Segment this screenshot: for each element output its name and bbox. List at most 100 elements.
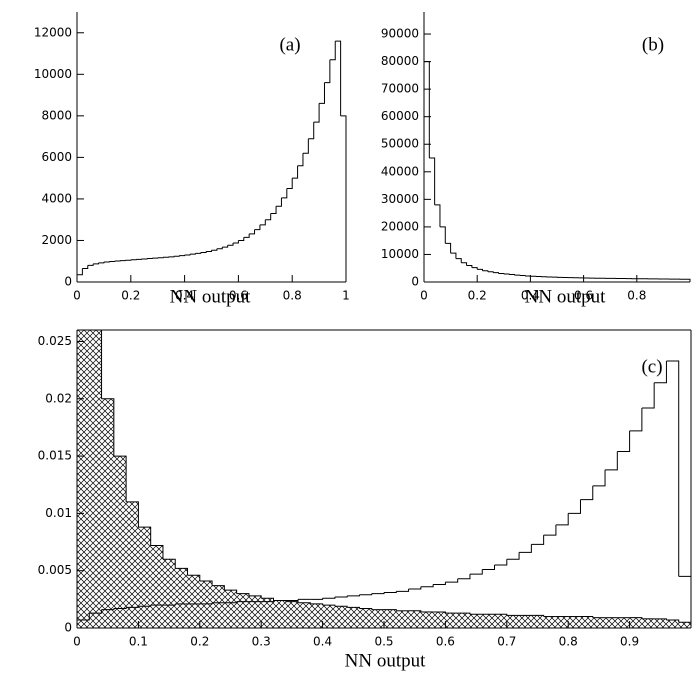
hatched-bin [101,398,114,628]
x-tick-label: 0.1 [129,635,148,649]
hatched-bin [199,581,213,628]
hatched-bin [666,619,679,628]
x-axis-label: NN output [525,286,606,307]
x-axis-label: NN output [170,286,251,307]
panel: 0 2000 4000 6000 8000 10000 12000 0 0.2 0.4 0.6 0.8… [34,12,350,307]
hatched-bin [89,330,102,628]
histogram-step [371,592,385,595]
histogram-step [359,593,373,596]
histogram-step [212,585,225,591]
hatched-bin [678,622,691,628]
histogram-step [503,273,510,275]
histogram-step [101,330,103,399]
histogram-step [684,278,691,282]
histogram-step [103,261,110,263]
histogram-step [666,619,680,623]
hatched-bin [457,613,470,628]
y-tick-label: 0.005 [38,563,72,577]
histogram-step [310,598,324,600]
histogram-step [334,595,348,598]
histogram-step [265,213,272,221]
y-tick-label: 10000 [381,247,419,261]
histogram-step [555,513,569,526]
hatched-bin [629,617,642,628]
histogram-step [543,524,557,536]
histogram-step [297,153,304,167]
hatched-bin [396,610,409,628]
y-tick-label: 20000 [381,219,419,233]
panel-annotation: (a) [279,34,300,55]
histogram-step [322,597,336,599]
histogram-step [199,580,213,586]
hatched-bin [445,613,458,628]
histogram-step [87,263,94,266]
plot-area [77,40,347,282]
hatched-bin [322,605,335,628]
hatched-bin [359,608,372,628]
histogram-step [189,253,196,255]
histogram-step [249,229,256,235]
hatched-bin [469,614,483,628]
hatched-bin [371,609,384,628]
histogram-step [519,544,532,553]
x-tick-label: 0 [420,289,428,303]
x-tick-label: 0.4 [313,635,332,649]
histogram-step [233,240,239,244]
x-tick-label: 0.3 [252,635,271,649]
histogram-step [187,574,201,582]
x-tick-label: 0.9 [620,635,639,649]
histogram-step [335,40,342,116]
histogram-step [494,559,508,566]
hatched-bin [641,618,655,628]
histogram-step [211,248,218,251]
histogram-step [222,245,229,248]
hatched-bin [236,593,249,628]
x-tick-label: 0.5 [374,635,393,649]
y-tick-label: 0.01 [45,506,72,520]
y-tick-label: 30000 [381,192,419,206]
histogram-step [276,197,282,207]
x-tick-label: 0.2 [190,635,209,649]
histogram-step [439,226,446,244]
x-tick-label: 0.4 [521,289,540,303]
histogram-step [568,499,581,514]
histogram-step [302,138,309,154]
histogram-step [455,258,462,263]
y-tick-label: 70000 [381,82,419,96]
histogram-step [629,407,643,432]
hatched-bin [261,598,274,628]
histogram-step [259,219,266,226]
x-tick-label: 0 [73,289,81,303]
y-tick-label: 8000 [41,108,72,122]
histogram-step [445,242,452,254]
histogram-step [466,264,473,268]
histogram-step [654,360,667,384]
histogram-step [319,82,325,104]
hatched-bin [310,603,323,628]
hatched-bin [248,595,262,628]
histogram-step [469,569,483,575]
histogram-step [224,589,238,594]
histogram-step [138,526,152,546]
histogram-step [173,255,180,257]
hatched-bin [273,600,286,628]
histogram-step [506,552,520,560]
hatched-bin [187,575,200,628]
y-tick-label: 0 [411,275,419,289]
histogram-step [236,593,250,596]
plot-area [424,61,691,282]
histogram-step [168,256,175,258]
histogram-step [340,115,347,282]
histogram-step [471,267,478,270]
histogram-step [126,501,139,528]
x-tick-label: 0.8 [283,289,302,303]
histogram-step [216,247,223,250]
x-tick-label: 0.6 [436,635,455,649]
histogram-step [93,262,100,265]
histogram-step [179,255,186,257]
histogram-step [162,558,176,569]
histogram-step [477,268,484,271]
histogram-step [254,224,261,231]
histogram-step [433,582,446,585]
